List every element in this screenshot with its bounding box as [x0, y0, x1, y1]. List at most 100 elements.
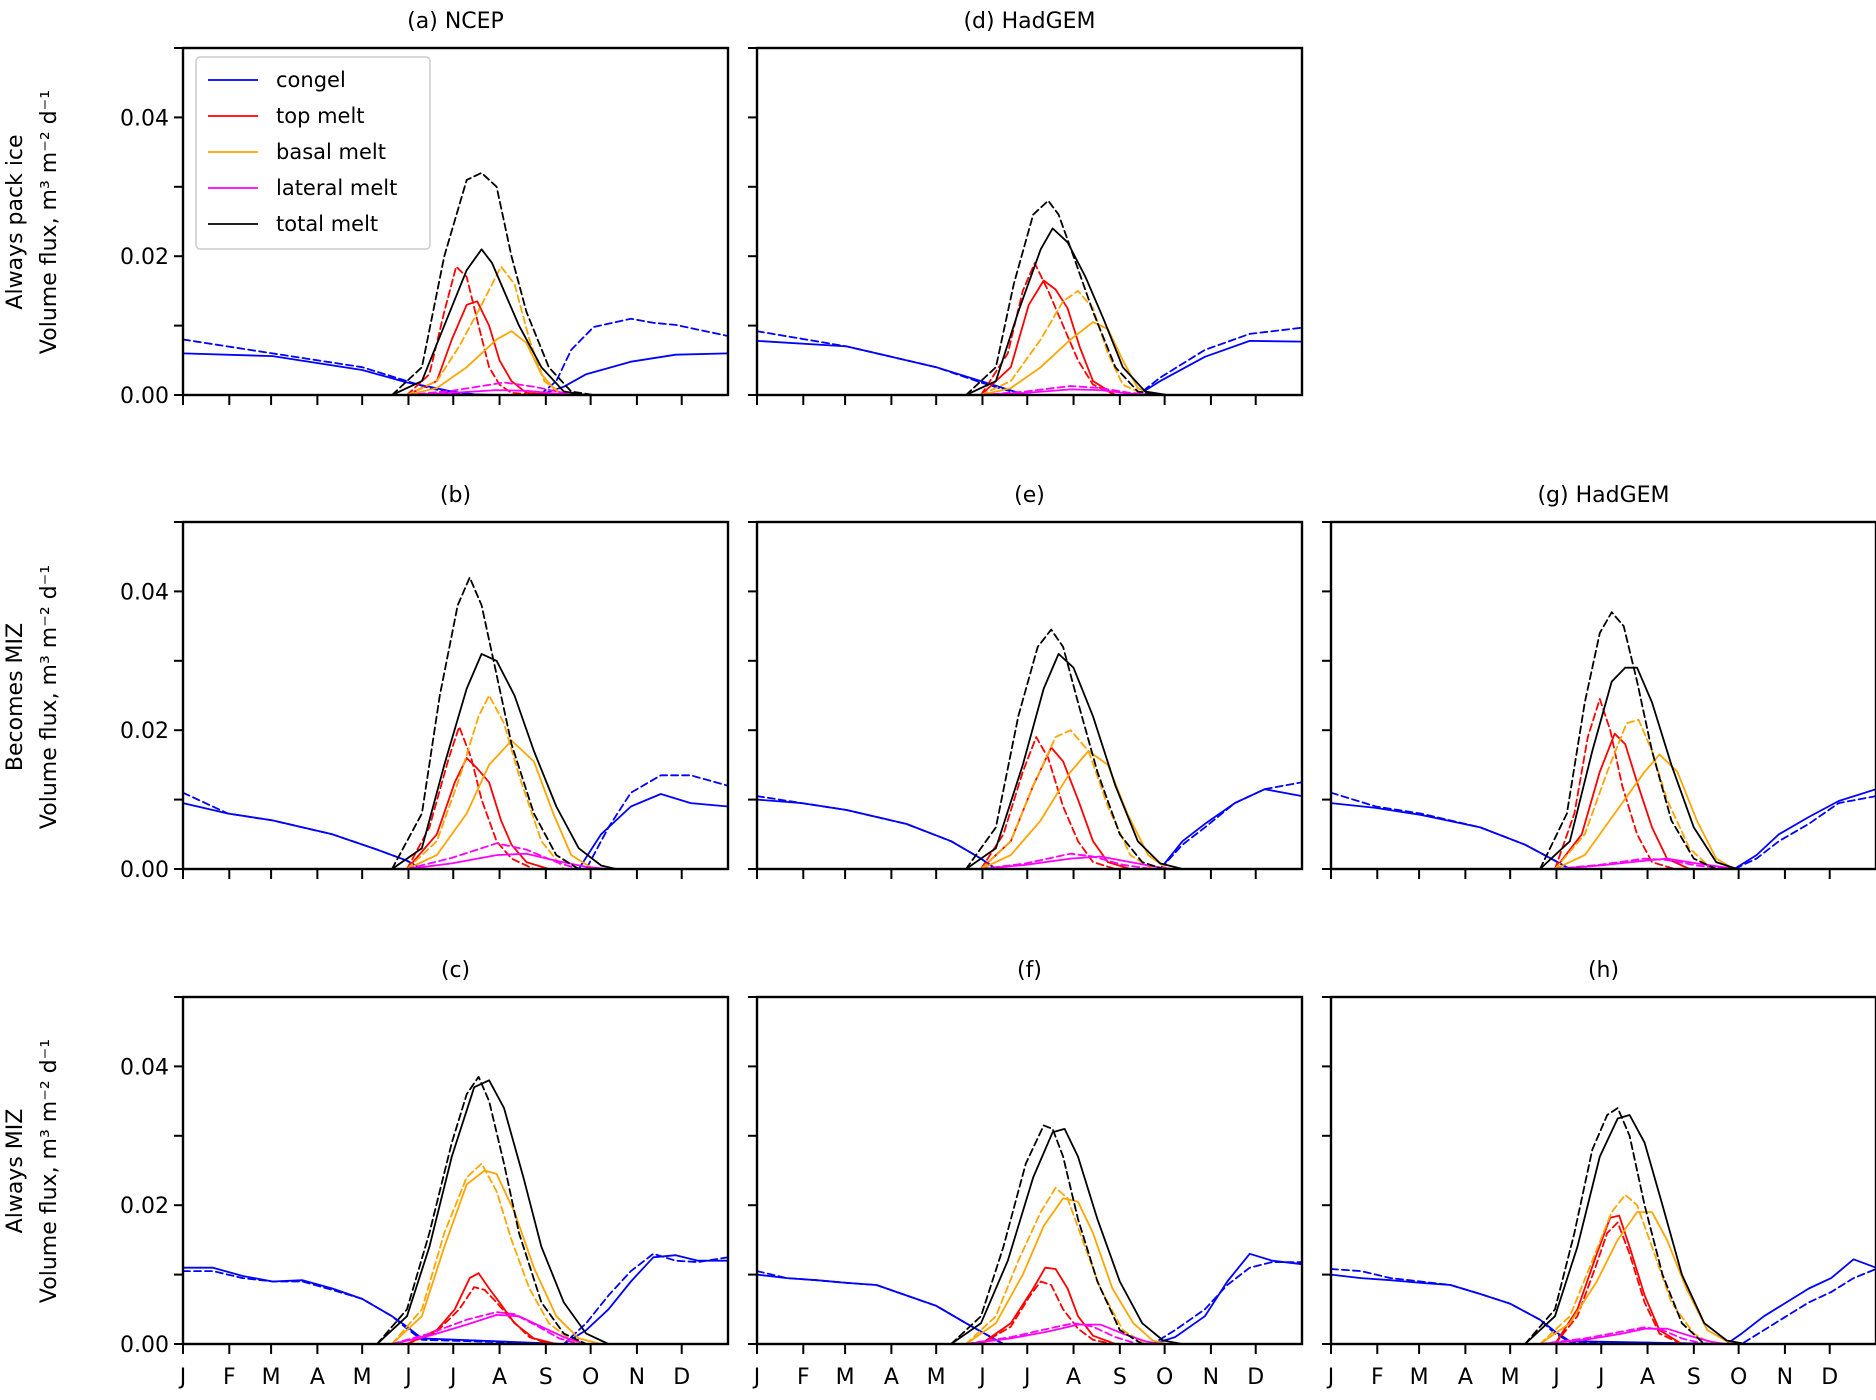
panel-a-frame [181, 46, 730, 397]
legend-label-total-melt: total melt [276, 212, 378, 236]
panel-c-xtick-label: A [492, 1365, 507, 1390]
panel-h-xtick-label: A [1640, 1365, 1655, 1390]
panel-h-series-top-melt-dashed [1554, 1221, 1683, 1345]
panel-h-series-total-melt-solid [1524, 1114, 1747, 1345]
panel-f-series-top-melt-solid [980, 1266, 1117, 1345]
panel-b-series [182, 576, 729, 870]
panel-c-series-total-melt-solid [376, 1079, 610, 1345]
panel-c-series-lateral-melt-dashed [391, 1311, 580, 1345]
panel-b-series-congel-solid [182, 793, 729, 870]
panel-h-xtick-label: F [1371, 1365, 1384, 1390]
panel-e: (e) [748, 483, 1304, 879]
panel-c-ytick-label: 0.00 [120, 1333, 169, 1358]
panel-e-title: (e) [1014, 483, 1045, 508]
panel-h-xtick-label: D [1821, 1365, 1838, 1390]
panel-e-series-congel-solid [756, 788, 1303, 870]
panel-c-series-basal-melt-solid [391, 1169, 602, 1345]
panel-h-xtick-label: J [1596, 1365, 1605, 1390]
panel-g: (g) HadGEM [1322, 483, 1876, 879]
row-ylabels: Always pack ice Volume flux, m³ m⁻² d⁻¹ … [3, 90, 62, 1303]
panel-c-series-basal-melt-dashed [391, 1162, 588, 1345]
panel-a-series-basal-melt-dashed [406, 265, 565, 396]
panel-h-title: (h) [1588, 958, 1619, 983]
panel-f-series-lateral-melt-dashed [965, 1322, 1139, 1345]
panel-f-series [756, 1124, 1303, 1345]
panel-a-ytick-label: 0.02 [120, 245, 169, 270]
panel-d-series-top-melt-solid [980, 279, 1117, 396]
panel-f-xtick-label: A [884, 1365, 899, 1390]
panel-f-xtick-label: A [1066, 1365, 1081, 1390]
panel-a: (a) NCEP 0.00 0.02 0.04 [120, 9, 730, 409]
panel-d-series-congel-dashed [756, 326, 1303, 396]
panel-h-xtick-label: M [1501, 1365, 1520, 1390]
panel-f-xtick-label: N [1203, 1365, 1219, 1390]
legend-entry-basal-melt: basal melt [208, 140, 386, 164]
panel-b-ytick-label: 0.04 [120, 580, 169, 605]
panel-h-series-total-melt-dashed [1524, 1107, 1706, 1345]
panel-h-series-basal-melt-dashed [1539, 1193, 1713, 1345]
panel-h-series-top-melt-solid [1554, 1214, 1683, 1345]
legend-label-congel: congel [276, 68, 346, 92]
panel-e-series-total-melt-dashed [965, 628, 1164, 870]
panel-h-series [1330, 1107, 1876, 1345]
panel-g-series [1330, 611, 1876, 870]
panel-d-series [756, 199, 1303, 396]
panel-f: (f) J F M A M J J A S O N D [748, 958, 1304, 1390]
panel-h-series-congel-solid [1330, 1258, 1876, 1345]
panel-a-series-total-melt-solid [391, 248, 588, 396]
panel-c-xtick-label: M [262, 1365, 281, 1390]
panel-a-title: (a) NCEP [407, 9, 504, 34]
panel-c: (c) 0.00 0.02 0.04 J F M A M J J A S O N D [120, 958, 730, 1390]
panel-d-series-lateral-melt-dashed [980, 385, 1162, 396]
panel-f-series-total-melt-dashed [950, 1124, 1144, 1345]
panel-a-series-total-melt-dashed [391, 171, 595, 396]
legend-label-top-melt: top melt [276, 104, 365, 128]
panel-h-series-basal-melt-solid [1539, 1211, 1743, 1345]
legend-label-lateral-melt: lateral melt [276, 176, 397, 200]
row-3-ylabel-category: Always MIZ [3, 1109, 28, 1234]
panel-f-frame [755, 995, 1304, 1346]
panel-f-series-basal-melt-solid [965, 1197, 1169, 1345]
panel-b-title: (b) [440, 483, 471, 508]
panel-c-series-lateral-melt-solid [391, 1314, 588, 1345]
panel-g-series-total-melt-solid [1539, 666, 1738, 870]
panel-c-ytick-label: 0.02 [120, 1194, 169, 1219]
panel-h-xtick-label: J [1326, 1365, 1335, 1390]
panel-e-series [756, 628, 1303, 870]
panel-b-ytick-label: 0.02 [120, 719, 169, 744]
legend-entry-lateral-melt: lateral melt [208, 176, 397, 200]
panel-b: (b) 0.00 0.02 0.04 [120, 483, 730, 883]
panel-a-series-lateral-melt-dashed [406, 381, 588, 396]
panel-f-xtick-label: M [927, 1365, 946, 1390]
panel-e-series-lateral-melt-solid [980, 855, 1176, 870]
panel-c-xtick-label: J [178, 1365, 187, 1390]
panel-e-series-basal-melt-dashed [980, 729, 1154, 870]
panel-f-series-congel-dashed [756, 1261, 1303, 1345]
legend: congel top melt basal melt lateral melt … [195, 56, 431, 250]
panel-c-series-top-melt-dashed [406, 1286, 550, 1345]
panel-a-ytick-label: 0.00 [120, 384, 169, 409]
panel-c-xtick-label: A [310, 1365, 325, 1390]
panel-f-xtick-label: J [752, 1365, 761, 1390]
panel-h-xtick-label: N [1777, 1365, 1793, 1390]
panel-c-xtick-label: N [629, 1365, 645, 1390]
panel-b-series-total-melt-solid [391, 653, 617, 870]
panel-h-series-lateral-melt-dashed [1539, 1326, 1706, 1345]
panel-g-title: (g) HadGEM [1537, 483, 1669, 508]
panel-f-xtick-label: J [1022, 1365, 1031, 1390]
panel-b-series-lateral-melt-dashed [406, 842, 580, 870]
panel-d-frame [755, 46, 1304, 397]
panel-g-series-basal-melt-solid [1554, 753, 1736, 870]
panel-d: (d) HadGEM [748, 9, 1304, 405]
panel-c-xtick-label: S [539, 1365, 553, 1390]
panel-b-ytick-label: 0.00 [120, 858, 169, 883]
panel-h: (h) J F M A M J J A S O N D [1322, 958, 1876, 1390]
row-2-ylabel-category: Becomes MIZ [3, 623, 28, 771]
panel-b-series-top-melt-dashed [406, 725, 535, 870]
panel-b-series-total-melt-dashed [391, 576, 580, 870]
panel-g-series-top-melt-dashed [1554, 698, 1676, 870]
panel-c-series-congel-dashed [182, 1252, 729, 1345]
panel-d-series-top-melt-dashed [980, 262, 1117, 396]
panel-h-xtick-label: J [1551, 1365, 1560, 1390]
